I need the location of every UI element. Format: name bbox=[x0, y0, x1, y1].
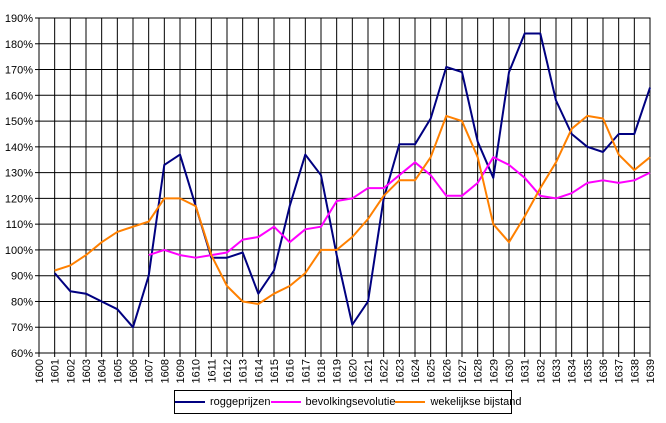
x-tick-label: 1630 bbox=[504, 359, 516, 383]
x-tick-label: 1637 bbox=[614, 359, 626, 383]
x-tick-label: 1610 bbox=[191, 359, 203, 383]
legend: roggeprijzen bevolkingsevolutie wekelijk… bbox=[174, 390, 522, 414]
x-tick-label: 1605 bbox=[112, 359, 124, 383]
plot-area bbox=[38, 17, 651, 354]
x-tick-label: 1601 bbox=[50, 359, 62, 383]
legend-item-wekelijkse-bijstand: wekelijkse bijstand bbox=[395, 396, 522, 408]
series-lines bbox=[53, 32, 651, 329]
y-tick-label: 120% bbox=[5, 193, 33, 205]
x-tick-label: 1602 bbox=[65, 359, 77, 383]
legend-swatch-bevolkingsevolutie bbox=[270, 401, 301, 403]
x-tick-label: 1616 bbox=[285, 359, 297, 383]
x-tick-label: 1638 bbox=[629, 359, 641, 383]
y-tick-label: 90% bbox=[11, 271, 33, 283]
y-tick-label: 80% bbox=[11, 296, 33, 308]
x-tick-label: 1608 bbox=[159, 359, 171, 383]
x-tick-label: 1612 bbox=[222, 359, 234, 383]
y-tick-label: 170% bbox=[5, 65, 33, 77]
legend-swatch-roggeprijzen bbox=[175, 401, 205, 403]
x-tick-label: 1628 bbox=[473, 359, 485, 383]
series-line-wekelijkse-bijstand bbox=[54, 114, 651, 305]
x-tick-label: 1600 bbox=[34, 359, 46, 383]
axes: 60% 70% 80% 90% 100% 110% 120% 130% 140% 150% 160%… bbox=[5, 13, 657, 383]
x-tick-label: 1639 bbox=[645, 359, 657, 383]
legend-label-bevolkingsevolutie: bevolkingsevolutie bbox=[305, 396, 396, 408]
legend-item-roggeprijzen: roggeprijzen bbox=[175, 396, 271, 408]
series-line-roggeprijzen bbox=[53, 32, 651, 329]
y-tick-label: 180% bbox=[5, 39, 33, 51]
x-tick-label: 1627 bbox=[457, 359, 469, 383]
x-tick-label: 1635 bbox=[582, 359, 594, 383]
x-tick-label: 1633 bbox=[551, 359, 563, 383]
x-tick-label: 1636 bbox=[598, 359, 610, 383]
x-tick-label: 1607 bbox=[144, 359, 156, 383]
y-tick-label: 70% bbox=[11, 322, 33, 334]
x-tick-label: 1625 bbox=[426, 359, 438, 383]
series-line-bevolkingsevolutie bbox=[148, 156, 651, 259]
y-tick-label: 160% bbox=[5, 90, 33, 102]
x-tick-label: 1611 bbox=[206, 359, 218, 383]
x-tick-label: 1634 bbox=[567, 359, 579, 383]
x-tick-label: 1617 bbox=[300, 359, 312, 383]
x-tick-label: 1609 bbox=[175, 359, 187, 383]
x-tick-label: 1629 bbox=[488, 359, 500, 383]
legend-label-roggeprijzen: roggeprijzen bbox=[210, 396, 271, 408]
y-tick-label: 130% bbox=[5, 168, 33, 180]
x-tick-label: 1624 bbox=[410, 359, 422, 383]
x-tick-label: 1632 bbox=[535, 359, 547, 383]
x-tick-label: 1606 bbox=[128, 359, 140, 383]
legend-swatch-wekelijkse-bijstand bbox=[395, 401, 426, 403]
x-tick-label: 1631 bbox=[520, 359, 532, 383]
x-tick-label: 1604 bbox=[97, 359, 109, 383]
x-tick-label: 1615 bbox=[269, 359, 281, 383]
grid bbox=[38, 17, 651, 354]
x-tick-label: 1626 bbox=[441, 359, 453, 383]
x-tick-label: 1619 bbox=[332, 359, 344, 383]
x-tick-label: 1603 bbox=[81, 359, 93, 383]
legend-label-wekelijkse-bijstand: wekelijkse bijstand bbox=[430, 396, 522, 408]
y-tick-label: 100% bbox=[5, 245, 33, 257]
x-tick-label: 1613 bbox=[238, 359, 250, 383]
x-tick-label: 1620 bbox=[347, 359, 359, 383]
y-tick-label: 190% bbox=[5, 13, 33, 25]
y-tick-label: 140% bbox=[5, 142, 33, 154]
x-tick-label: 1622 bbox=[379, 359, 391, 383]
x-tick-label: 1621 bbox=[363, 359, 375, 383]
y-tick-label: 150% bbox=[5, 116, 33, 128]
y-tick-label: 110% bbox=[6, 219, 34, 231]
x-tick-label: 1614 bbox=[253, 359, 265, 383]
x-tick-label: 1623 bbox=[394, 359, 406, 383]
x-tick-label: 1618 bbox=[316, 359, 328, 383]
y-tick-label: 60% bbox=[11, 348, 33, 360]
legend-item-bevolkingsevolutie: bevolkingsevolutie bbox=[270, 396, 396, 408]
